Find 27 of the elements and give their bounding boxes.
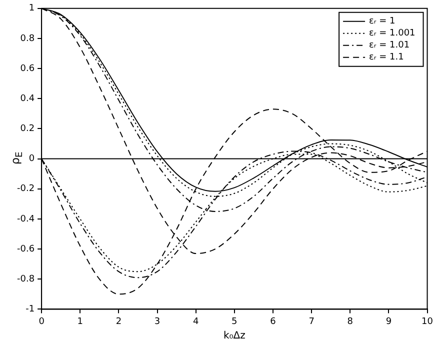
legend-label: εᵣ = 1.01 [369,40,410,51]
y-tick-label: 0.6 [20,64,35,74]
x-tick-label: 0 [38,316,45,327]
y-tick-label: 0.4 [20,94,35,104]
x-axis-title: k₀Δz [223,330,246,342]
legend-label: εᵣ = 1.001 [369,28,416,39]
x-tick-label: 2 [116,316,122,327]
x-tick-label: 1 [77,316,83,327]
x-tick-label: 8 [347,316,354,327]
y-tick-label: -0.8 [17,274,35,284]
x-tick-label: 3 [154,316,160,327]
y-tick-label: -0.6 [17,244,35,254]
y-tick-label: 0.8 [20,34,35,44]
x-tick-label: 6 [270,316,276,327]
y-tick-label: -1 [26,304,35,315]
y-tick-label: -0.2 [17,184,35,194]
y-tick-label: -0.4 [17,214,35,224]
legend-label: εᵣ = 1 [369,16,396,27]
x-tick-label: 9 [386,316,392,327]
y-tick-label: 0 [28,154,35,164]
x-tick-label: 5 [232,316,238,327]
legend-label: εᵣ = 1.1 [369,52,404,63]
x-tick-label: 10 [422,316,434,327]
x-tick-label: 4 [192,316,199,327]
y-tick-label: 1 [28,4,35,14]
y-tick-label: 0.2 [20,124,35,134]
x-tick-label: 7 [308,316,314,327]
